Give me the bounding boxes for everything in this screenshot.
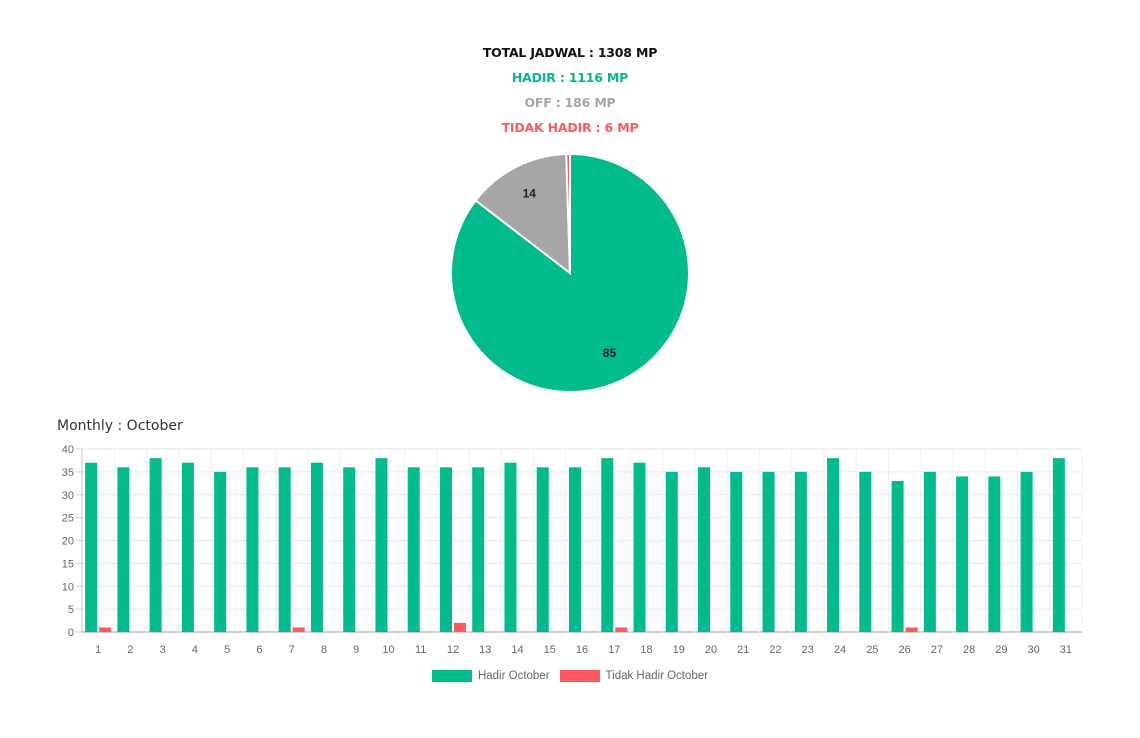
bar-hadir[interactable] bbox=[601, 458, 614, 632]
legend-swatch-tidak-hadir bbox=[559, 670, 600, 682]
bar-hadir[interactable] bbox=[730, 471, 743, 632]
x-tick-label: 1 bbox=[95, 644, 101, 656]
bar-hadir[interactable] bbox=[343, 467, 356, 632]
x-tick-label: 28 bbox=[963, 644, 975, 656]
x-tick-label: 14 bbox=[511, 644, 523, 656]
y-tick-label: 10 bbox=[62, 581, 74, 593]
x-tick-label: 18 bbox=[640, 644, 652, 656]
x-tick-label: 27 bbox=[931, 644, 943, 656]
bar-hadir[interactable] bbox=[988, 476, 1001, 632]
x-tick-label: 15 bbox=[544, 644, 556, 656]
pie-data-label: 85 bbox=[603, 346, 617, 360]
bar-hadir[interactable] bbox=[278, 467, 291, 632]
bar-hadir[interactable] bbox=[85, 462, 98, 632]
bar-hadir[interactable] bbox=[214, 471, 227, 632]
bar-tidak-hadir[interactable] bbox=[905, 627, 918, 632]
bar-hadir[interactable] bbox=[117, 467, 130, 632]
x-tick-label: 25 bbox=[866, 644, 878, 656]
x-tick-label: 22 bbox=[769, 644, 781, 656]
x-tick-label: 16 bbox=[576, 644, 588, 656]
x-tick-label: 13 bbox=[479, 644, 491, 656]
bar-hadir[interactable] bbox=[407, 467, 420, 632]
attendance-pie-chart: 85 14 bbox=[450, 152, 690, 393]
bar-hadir[interactable] bbox=[149, 458, 162, 632]
pie-slice-tidak-hadir[interactable] bbox=[565, 152, 571, 274]
x-tick-label: 8 bbox=[321, 644, 327, 656]
x-tick-label: 4 bbox=[192, 644, 198, 656]
x-tick-label: 10 bbox=[382, 644, 394, 656]
legend-item-hadir[interactable]: Hadir October bbox=[431, 670, 550, 682]
summary-total: TOTAL JADWAL : 1308 MP bbox=[482, 45, 658, 60]
y-tick-label: 15 bbox=[62, 558, 74, 570]
x-tick-label: 31 bbox=[1060, 644, 1072, 656]
bar-tidak-hadir[interactable] bbox=[615, 627, 628, 632]
summary-tidak-hadir: TIDAK HADIR : 6 MP bbox=[501, 120, 639, 135]
x-tick-label: 29 bbox=[995, 644, 1007, 656]
bar-hadir[interactable] bbox=[827, 458, 840, 632]
bar-hadir[interactable] bbox=[698, 467, 711, 632]
x-tick-label: 26 bbox=[898, 644, 910, 656]
legend-label-tidak-hadir: Tidak Hadir October bbox=[605, 670, 709, 682]
bar-tidak-hadir[interactable] bbox=[292, 627, 305, 632]
bar-hadir[interactable] bbox=[665, 471, 678, 632]
bar-tidak-hadir[interactable] bbox=[99, 627, 112, 632]
x-tick-label: 12 bbox=[447, 644, 459, 656]
bar-hadir[interactable] bbox=[956, 476, 969, 632]
x-tick-label: 2 bbox=[127, 644, 133, 656]
x-tick-label: 19 bbox=[673, 644, 685, 656]
bar-hadir[interactable] bbox=[439, 467, 452, 632]
y-tick-label: 0 bbox=[68, 627, 74, 639]
bar-tidak-hadir[interactable] bbox=[453, 622, 466, 632]
pie-data-label: 14 bbox=[523, 187, 537, 201]
bar-hadir[interactable] bbox=[181, 462, 194, 632]
monthly-chart-title: Monthly : October bbox=[57, 418, 183, 434]
legend-item-tidak-hadir[interactable]: Tidak Hadir October bbox=[559, 670, 709, 682]
x-tick-label: 20 bbox=[705, 644, 717, 656]
bar-hadir[interactable] bbox=[891, 481, 904, 632]
x-tick-label: 3 bbox=[160, 644, 166, 656]
x-tick-label: 7 bbox=[289, 644, 295, 656]
bar-hadir[interactable] bbox=[1020, 471, 1033, 632]
legend-swatch-hadir bbox=[431, 670, 472, 682]
y-tick-label: 5 bbox=[68, 604, 74, 616]
x-tick-label: 24 bbox=[834, 644, 846, 656]
y-tick-label: 40 bbox=[62, 444, 74, 456]
summary-hadir: HADIR : 1116 MP bbox=[511, 70, 629, 85]
bar-hadir[interactable] bbox=[536, 467, 549, 632]
bar-hadir[interactable] bbox=[1052, 458, 1065, 632]
bar-chart-legend: Hadir October Tidak Hadir October bbox=[0, 670, 1140, 682]
x-tick-label: 23 bbox=[802, 644, 814, 656]
x-tick-label: 11 bbox=[415, 644, 426, 656]
bar-hadir[interactable] bbox=[569, 467, 581, 632]
y-tick-label: 25 bbox=[62, 513, 74, 525]
bar-hadir[interactable] bbox=[633, 462, 646, 632]
legend-label-hadir: Hadir October bbox=[477, 670, 550, 682]
x-tick-label: 30 bbox=[1027, 644, 1039, 656]
bar-hadir[interactable] bbox=[246, 467, 259, 632]
x-tick-label: 6 bbox=[256, 644, 262, 656]
x-tick-label: 9 bbox=[353, 644, 359, 656]
bar-hadir[interactable] bbox=[859, 471, 872, 632]
bar-hadir[interactable] bbox=[504, 462, 517, 632]
y-tick-label: 20 bbox=[62, 536, 74, 548]
bar-hadir[interactable] bbox=[375, 458, 388, 632]
bar-hadir[interactable] bbox=[472, 467, 485, 632]
pie-slice-off[interactable] bbox=[474, 153, 572, 276]
x-tick-label: 21 bbox=[737, 644, 749, 656]
bar-hadir[interactable] bbox=[310, 462, 323, 632]
y-tick-label: 35 bbox=[62, 467, 74, 479]
y-tick-label: 30 bbox=[62, 490, 74, 502]
summary-off: OFF : 186 MP bbox=[524, 95, 616, 110]
x-tick-label: 17 bbox=[608, 644, 620, 656]
bar-hadir[interactable] bbox=[794, 471, 807, 632]
bar-hadir[interactable] bbox=[923, 471, 936, 632]
bar-hadir[interactable] bbox=[762, 471, 775, 632]
x-tick-label: 5 bbox=[224, 644, 230, 656]
